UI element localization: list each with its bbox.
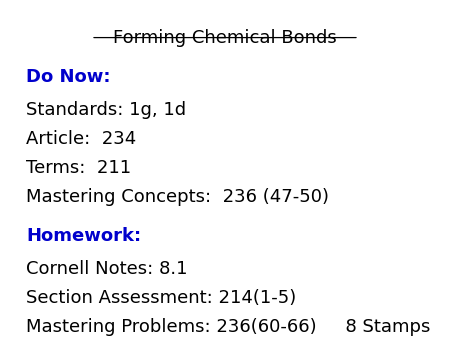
Text: Standards: 1g, 1d: Standards: 1g, 1d	[26, 101, 186, 119]
Text: Terms:  211: Terms: 211	[26, 159, 131, 177]
Text: Section Assessment: 214(1-5): Section Assessment: 214(1-5)	[26, 289, 297, 307]
Text: Forming Chemical Bonds: Forming Chemical Bonds	[113, 29, 337, 47]
Text: Mastering Problems: 236(60-66)     8 Stamps: Mastering Problems: 236(60-66) 8 Stamps	[26, 318, 431, 336]
Text: Homework:: Homework:	[26, 227, 141, 245]
Text: Cornell Notes: 8.1: Cornell Notes: 8.1	[26, 260, 188, 278]
Text: Article:  234: Article: 234	[26, 130, 136, 148]
Text: Mastering Concepts:  236 (47-50): Mastering Concepts: 236 (47-50)	[26, 189, 329, 207]
Text: Do Now:: Do Now:	[26, 68, 111, 87]
